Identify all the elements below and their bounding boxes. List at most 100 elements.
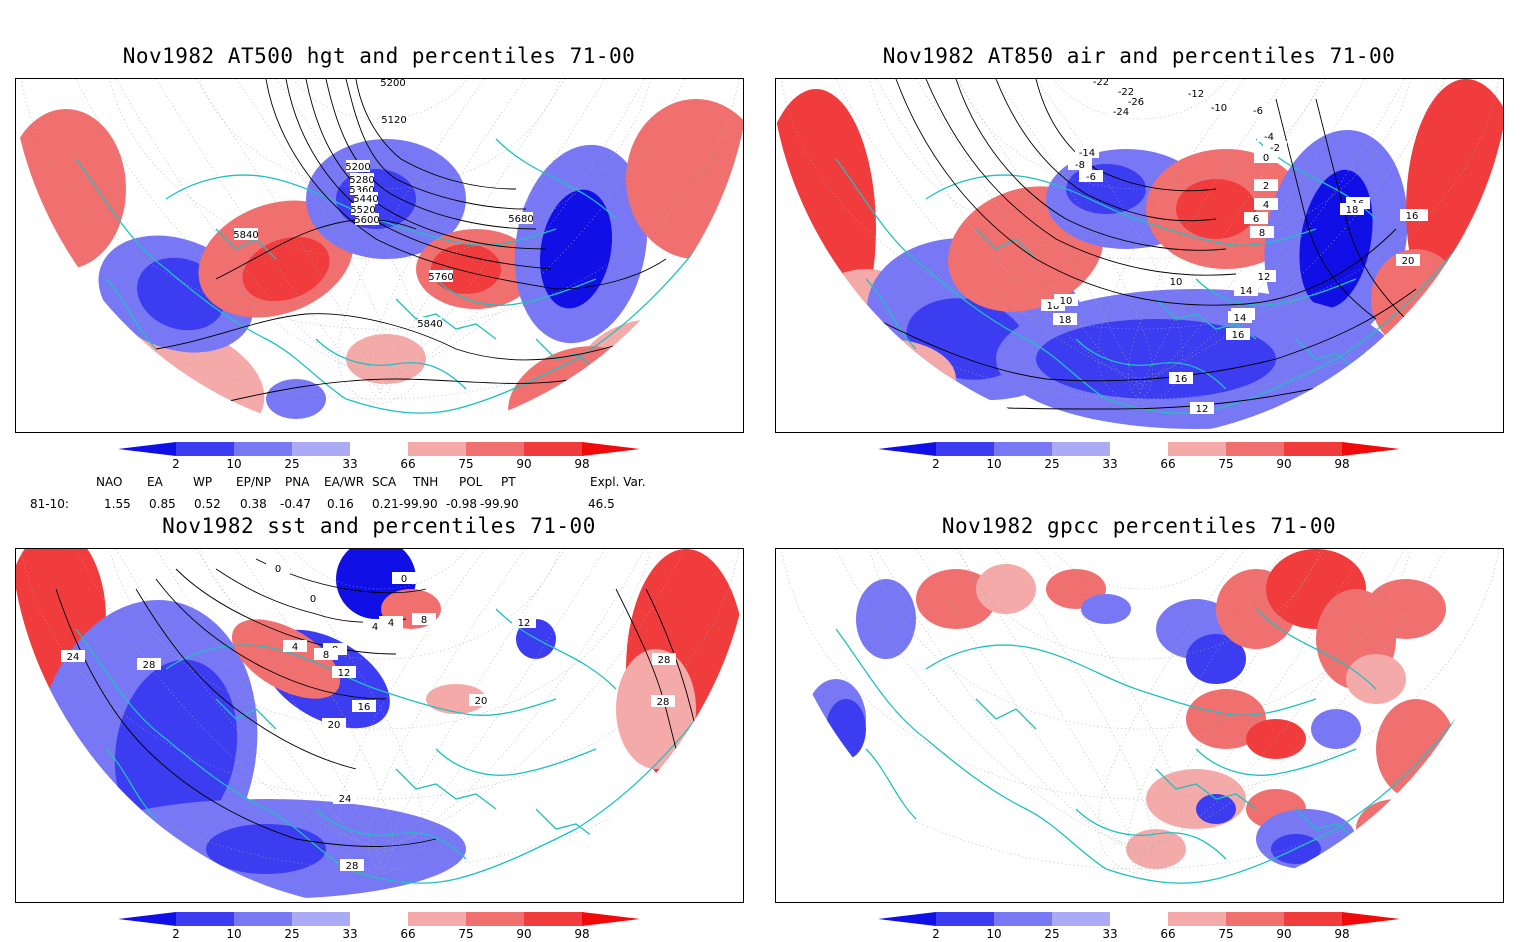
coastline (1075, 808, 1227, 860)
colorbar-tick-label: 25 (284, 927, 299, 941)
coastline (1105, 248, 1457, 414)
contour-label: 5120 (381, 115, 406, 126)
colorbar-bin (1110, 442, 1168, 456)
contour-label: 10 (1170, 277, 1183, 288)
contour-line (1275, 98, 1377, 320)
contour-label-bg (1109, 105, 1133, 117)
colorbar-arrow-low (878, 912, 936, 926)
contour-label: 4 (372, 622, 378, 633)
contour-label-bg (322, 718, 346, 730)
contour-label: 20 (475, 696, 488, 707)
map-hgt500: 5200 5120 5200 5280 5360 5440 5520 5600 5680 5760… (15, 78, 744, 433)
map-gpcc-canvas (776, 549, 1503, 902)
index-header: EP/NP (236, 475, 272, 489)
colorbar-bin (1052, 442, 1110, 456)
index-header: PNA (285, 475, 310, 489)
anomaly-shade (539, 189, 613, 309)
anomaly-shade (1366, 579, 1446, 639)
index-value: 1.55 (104, 497, 131, 511)
graticule-line (155, 79, 381, 390)
contour-label: 28 (143, 660, 156, 671)
colorbar-hgt500: 2 10 25 33 66 75 90 98 (118, 442, 640, 471)
contour-line (215, 219, 417, 280)
contour-label: 4 (292, 642, 298, 653)
contour-label: 6 (1253, 214, 1259, 225)
colorbar-tick-label: 66 (400, 927, 415, 941)
graticule-line (275, 549, 424, 875)
graticule-line (1139, 549, 1406, 855)
contour-label: 4 (1263, 200, 1269, 211)
contour-line (345, 79, 527, 210)
contour-label-bg (392, 572, 416, 584)
coastline (1135, 218, 1317, 246)
colorbar-bin (524, 442, 582, 456)
contour-label-bg (351, 203, 375, 215)
index-header: PT (501, 475, 516, 489)
contour-label: 28 (657, 697, 670, 708)
contour-label: 28 (658, 655, 671, 666)
contour-label-bg (1257, 130, 1281, 142)
contour-label: 8 (421, 615, 427, 626)
coastline (1155, 298, 1257, 340)
contour-line (135, 588, 357, 770)
contour-line (1315, 98, 1407, 320)
colorbar-bin (350, 442, 408, 456)
anomaly-shade (1246, 719, 1306, 759)
contour-label: 20 (1402, 256, 1415, 267)
contour-label-bg (651, 695, 675, 707)
colorbar-tick-label: 2 (172, 457, 180, 471)
coastline (105, 698, 277, 820)
contour-label: 5280 (349, 175, 374, 186)
index-header: WP (193, 475, 213, 489)
contour-label-bg (1226, 328, 1250, 340)
coastline (1195, 278, 1357, 306)
colorbar-tick-label: 90 (516, 927, 531, 941)
index-value: -99.90 (480, 497, 519, 511)
contour-line (155, 578, 387, 700)
contour-label-bg (512, 616, 536, 628)
contour-label-bg (1254, 151, 1278, 163)
colorbar-tick-label: 2 (932, 457, 940, 471)
coastline (1195, 748, 1357, 776)
anomaly-shade (1176, 179, 1256, 239)
contour-label: -6 (1086, 172, 1096, 183)
contour-label-bg (346, 160, 370, 172)
contour-label-bg (382, 113, 406, 125)
colorbar-tick-label: 75 (458, 457, 473, 471)
contour-label: 12 (518, 618, 531, 629)
colorbar-bin (1168, 912, 1226, 926)
anomaly-shade (1311, 709, 1361, 749)
anomaly-shade (266, 379, 326, 419)
contour-label-bg (352, 700, 376, 712)
map-sst: 0004488481216202428282428282012 (15, 548, 744, 903)
contour-label: 5440 (353, 194, 378, 205)
contour-label-bg (1234, 284, 1258, 296)
contour-label-bg (1089, 79, 1113, 87)
colorbar-tick-label: 75 (458, 927, 473, 941)
anomaly-shade (1081, 594, 1131, 624)
colorbar-tick-label: 98 (574, 457, 589, 471)
contour-label-bg (354, 192, 378, 204)
contour-label-bg (314, 648, 338, 660)
contour-label-bg (509, 212, 533, 224)
contour-label: -24 (1113, 107, 1129, 118)
anomaly-shade (616, 649, 696, 769)
contour-line (265, 79, 667, 290)
contour-label-bg (1075, 146, 1099, 158)
graticule-line (875, 79, 1141, 385)
contour-label: 5360 (349, 185, 374, 196)
colorbar-tick-label: 66 (400, 457, 415, 471)
colorbar-bin (994, 442, 1052, 456)
coastline (315, 338, 467, 390)
contour-line (355, 79, 517, 190)
graticule-line (275, 79, 424, 405)
contour-label-bg (1254, 198, 1278, 210)
contour-label: 16 (358, 702, 371, 713)
colorbar-bin (466, 912, 524, 926)
contour-label-bg (1190, 402, 1214, 414)
colorbar-bin (176, 442, 234, 456)
colorbar-tick-label: 33 (342, 927, 357, 941)
colorbar-bin (1168, 442, 1226, 456)
colorbar-bin (466, 442, 524, 456)
contour-label: 0 (401, 574, 407, 585)
